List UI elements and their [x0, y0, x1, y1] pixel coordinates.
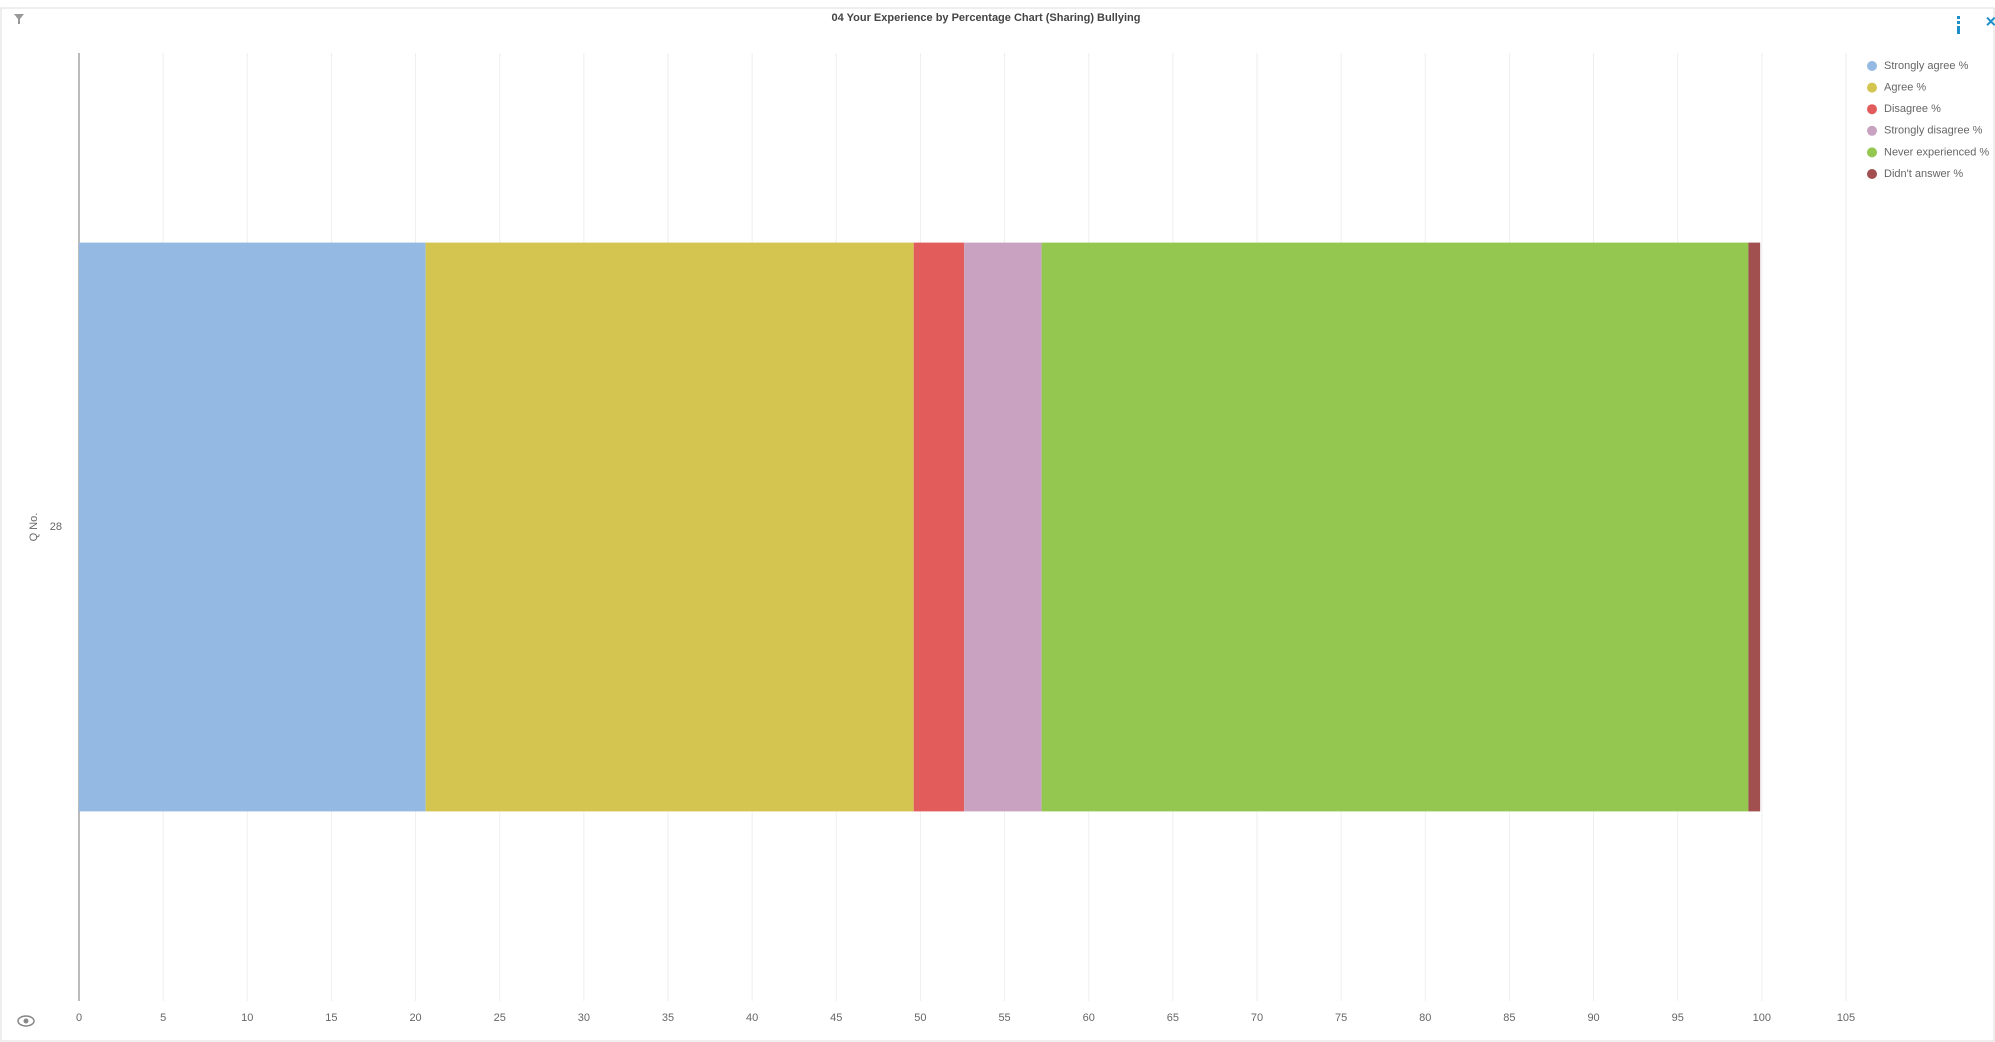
x-tick-label: 85	[1503, 1012, 1515, 1024]
frame	[0, 7, 1995, 1042]
x-tick-label: 90	[1587, 1012, 1599, 1024]
bar-segment	[964, 242, 1042, 812]
bar-segment	[1748, 242, 1761, 812]
menu-icon[interactable]	[1957, 16, 1960, 34]
x-tick-label: 50	[914, 1012, 926, 1024]
x-tick-label: 100	[1753, 1012, 1771, 1024]
legend-label: Agree %	[1884, 82, 1926, 94]
close-icon[interactable]: ✕	[1985, 14, 1995, 30]
x-tick-label: 70	[1251, 1012, 1263, 1024]
legend-swatch	[1867, 104, 1877, 115]
x-tick-label: 65	[1167, 1012, 1179, 1024]
x-tick-label: 105	[1837, 1012, 1855, 1024]
legend-swatch	[1867, 147, 1877, 158]
legend-label: Disagree %	[1884, 103, 1941, 115]
x-tick-label: 30	[578, 1012, 590, 1024]
x-tick-label: 0	[76, 1012, 82, 1024]
legend-swatch	[1867, 125, 1877, 136]
legend-label: Strongly disagree %	[1884, 125, 1983, 137]
legend-label: Didn't answer %	[1884, 168, 1963, 180]
x-tick-label: 25	[494, 1012, 506, 1024]
legend-label: Strongly agree %	[1884, 60, 1969, 72]
x-tick-label: 75	[1335, 1012, 1347, 1024]
x-tick-label: 15	[325, 1012, 337, 1024]
x-tick-label: 80	[1419, 1012, 1431, 1024]
legend-swatch	[1867, 82, 1877, 93]
x-tick-label: 35	[662, 1012, 674, 1024]
x-tick-label: 55	[998, 1012, 1010, 1024]
legend-swatch	[1867, 169, 1877, 179]
eye-icon[interactable]	[17, 1015, 35, 1027]
x-tick-label: 60	[1083, 1012, 1095, 1024]
legend-swatch	[1867, 61, 1877, 71]
x-tick-label: 95	[1672, 1012, 1684, 1024]
bar-segment	[913, 242, 965, 812]
x-tick-label: 45	[830, 1012, 842, 1024]
filter-icon[interactable]	[14, 14, 24, 24]
chart-title: 04 Your Experience by Percentage Chart (…	[832, 12, 1141, 24]
y-tick-label: 28	[50, 521, 62, 533]
legend-label: Never experienced %	[1884, 146, 1989, 158]
x-tick-label: 20	[409, 1012, 421, 1024]
x-tick-label: 5	[160, 1012, 166, 1024]
y-axis-label: Q No.	[28, 513, 40, 542]
x-tick-label: 40	[746, 1012, 758, 1024]
bar-segment	[1041, 242, 1749, 812]
bar-segment	[425, 242, 914, 812]
bar-segment	[79, 242, 426, 812]
x-tick-label: 10	[241, 1012, 253, 1024]
